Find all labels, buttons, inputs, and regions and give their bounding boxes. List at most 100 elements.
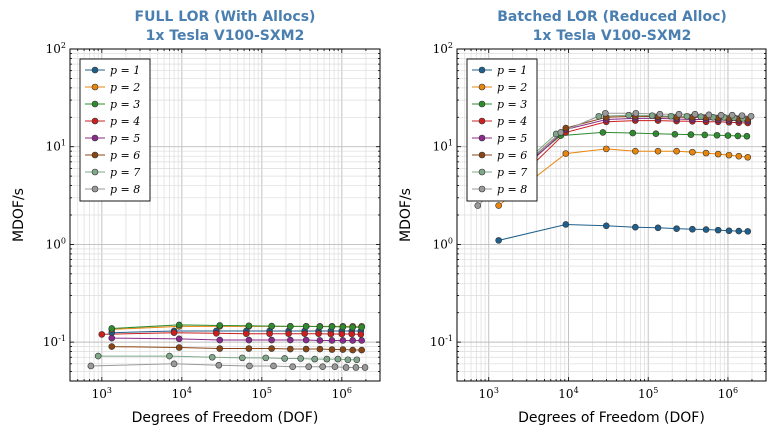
data-point-p6 [108, 343, 116, 350]
legend-swatch-marker [478, 100, 486, 108]
data-point-p6 [302, 345, 310, 353]
data-point-p6 [562, 124, 570, 132]
data-point-p1 [744, 228, 752, 235]
x-tick-label: 105 [252, 386, 272, 401]
x-tick-label-exp: 4 [574, 386, 579, 395]
series-line-p4 [101, 332, 361, 335]
legend-swatch-marker [478, 83, 486, 91]
y-tick-base: 10 [433, 237, 448, 251]
legend-label-p4: p = 4 [497, 115, 527, 128]
data-point-p1 [725, 227, 733, 235]
data-point-p3 [701, 131, 709, 139]
data-point-p7 [648, 112, 656, 119]
data-point-p8 [557, 129, 565, 136]
data-point-p5 [216, 336, 224, 344]
x-tick-label: 104 [558, 386, 578, 401]
y-tick-exp: 1 [448, 139, 453, 148]
data-point-p5 [349, 337, 357, 344]
data-point-p8 [331, 363, 339, 371]
x-tick-label: 103 [479, 386, 499, 401]
legend-swatch-marker [91, 185, 99, 193]
data-point-p8 [602, 109, 609, 117]
y-tick-exp: -1 [445, 334, 453, 343]
data-point-p3 [629, 129, 637, 137]
data-point-p4 [98, 331, 106, 338]
data-point-p7 [344, 356, 352, 364]
legend-label-p5: p = 5 [110, 132, 140, 145]
legend-label-p8: p = 8 [110, 183, 140, 196]
x-tick-label: 103 [92, 386, 112, 401]
data-point-p3 [734, 132, 742, 140]
data-point-p7 [667, 112, 675, 120]
data-point-p7 [697, 113, 705, 120]
data-point-p8 [656, 110, 664, 118]
y-tick-exp: -1 [58, 334, 66, 343]
legend-label-p7: p = 7 [497, 166, 527, 179]
data-point-p6 [328, 346, 336, 353]
data-point-p8 [170, 360, 178, 368]
data-point-p5 [245, 336, 253, 344]
x-tick-label-exp: 6 [733, 386, 738, 395]
y-axis-label: MDOF/s [11, 188, 27, 242]
x-tick-label: 104 [172, 386, 192, 401]
series-line-p1 [111, 330, 361, 334]
data-point-p7 [281, 355, 288, 362]
legend-label-p1: p = 1 [110, 64, 140, 77]
data-point-p6 [268, 345, 275, 352]
y-tick-label: 102 [46, 41, 66, 56]
x-tick-label-base: 10 [172, 387, 187, 401]
legend-box [466, 58, 538, 202]
data-point-p4 [213, 330, 220, 337]
data-point-p7 [595, 112, 603, 120]
data-point-p8 [717, 111, 725, 119]
legend-label-p6: p = 6 [497, 149, 527, 162]
y-tick-label: 101 [433, 139, 453, 154]
x-tick-label-exp: 3 [494, 386, 499, 395]
data-point-p8 [747, 112, 755, 120]
x-tick-label: 106 [718, 386, 738, 401]
data-point-p7 [323, 355, 331, 363]
y-tick-base: 10 [433, 42, 448, 56]
legend-label-p4: p = 4 [110, 115, 140, 128]
y-tick-label: 10-1 [43, 334, 66, 349]
data-point-p5 [316, 337, 324, 344]
x-tick-label-base: 10 [718, 387, 733, 401]
data-point-p4 [315, 330, 322, 337]
data-point-p2 [702, 149, 710, 157]
legend-label-p3: p = 3 [497, 98, 527, 111]
y-tick-label: 101 [46, 139, 66, 154]
data-point-p3 [216, 322, 224, 329]
data-point-p7 [297, 355, 304, 362]
data-point-p7 [208, 353, 216, 361]
data-point-p2 [602, 145, 610, 153]
data-point-p6 [358, 346, 365, 354]
data-point-p1 [714, 226, 722, 234]
data-point-p5 [358, 337, 365, 344]
x-tick-label-exp: 3 [107, 386, 112, 395]
x-tick-label-base: 10 [479, 387, 494, 401]
data-point-p4 [327, 330, 335, 338]
legend: p = 1 p = 2 p = 3 p = 4 p = 5 p = 6 p = 7 p = 8 [79, 58, 151, 202]
y-tick-base: 10 [46, 42, 61, 56]
y-tick-label: 100 [433, 236, 453, 251]
y-tick-base: 10 [430, 335, 445, 349]
data-point-p4 [243, 330, 250, 337]
data-point-p8 [319, 363, 326, 371]
data-point-p4 [285, 330, 292, 337]
y-tick-base: 10 [43, 335, 58, 349]
data-point-p5 [328, 337, 336, 344]
chart-title: Batched LOR (Reduced Alloc) [497, 9, 727, 25]
legend-swatch-marker [478, 168, 486, 176]
legend-label-p8: p = 8 [497, 183, 527, 196]
data-point-p6 [216, 345, 224, 352]
data-point-p3 [358, 323, 365, 331]
data-point-p3 [713, 131, 721, 139]
data-point-p3 [687, 131, 695, 138]
chart-1: FULL LOR (With Allocs) 1x Tesla V100-SXM2… [11, 9, 381, 426]
data-point-p3 [316, 323, 324, 330]
x-tick-label-base: 10 [558, 387, 573, 401]
data-point-p8 [675, 110, 683, 118]
data-point-p7 [625, 111, 633, 119]
data-point-p8 [305, 363, 313, 371]
